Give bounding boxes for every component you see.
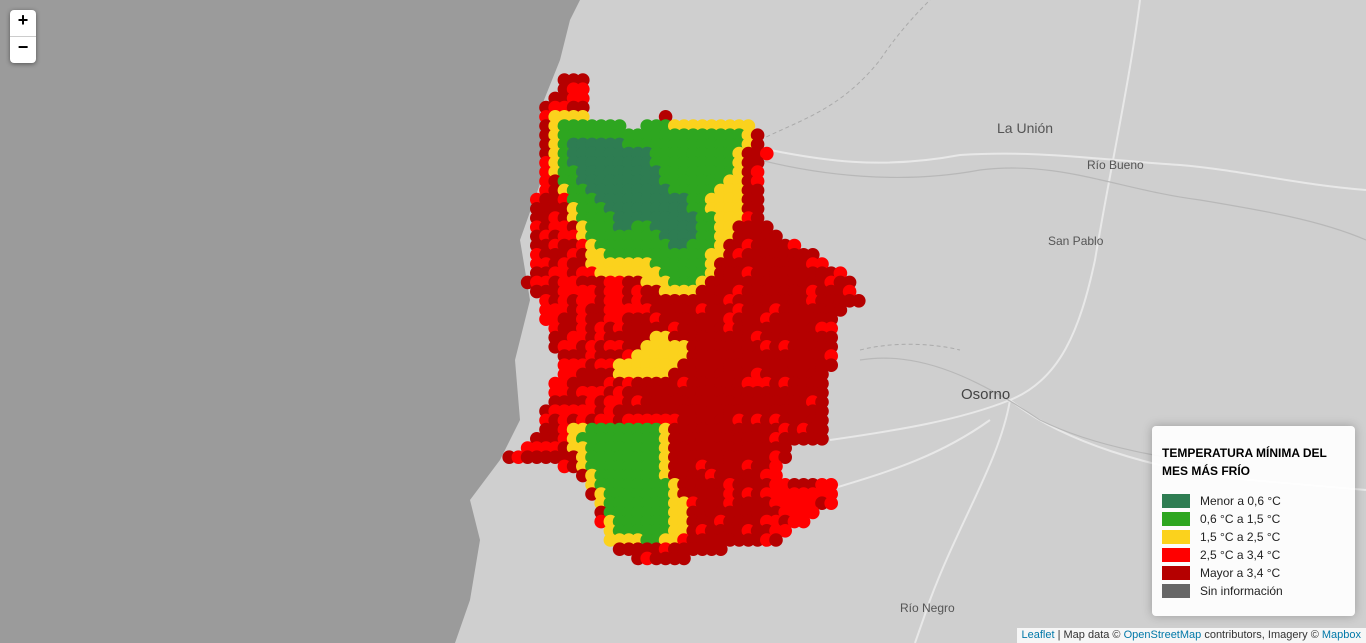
legend-swatch bbox=[1162, 512, 1190, 526]
grid-cell bbox=[824, 496, 838, 511]
grid-cell bbox=[769, 533, 783, 547]
mapbox-link[interactable]: Mapbox bbox=[1321, 629, 1361, 641]
legend-item: Sin información bbox=[1162, 582, 1345, 600]
legend-label: 0,6 °C a 1,5 °C bbox=[1200, 512, 1281, 526]
temperature-grid bbox=[502, 73, 866, 566]
legend-swatch bbox=[1162, 584, 1190, 598]
grid-cell bbox=[778, 524, 792, 538]
legend-title: TEMPERATURA MÍNIMA DEL MES MÁS FRÍO bbox=[1162, 446, 1327, 478]
leaflet-link[interactable]: Leaflet bbox=[1021, 629, 1055, 641]
legend-label: 1,5 °C a 2,5 °C bbox=[1200, 530, 1281, 544]
grid-cell bbox=[815, 432, 829, 446]
place-label-osorno: Osorno bbox=[961, 386, 1011, 403]
openstreetmap-link[interactable]: OpenStreetMap bbox=[1123, 629, 1202, 641]
grid-cell bbox=[833, 303, 848, 317]
legend-label: 2,5 °C a 3,4 °C bbox=[1200, 548, 1281, 562]
grid-cell bbox=[778, 450, 792, 465]
zoom-control: + − bbox=[10, 10, 36, 63]
legend-item: Mayor a 3,4 °C bbox=[1162, 564, 1345, 582]
grid-cell bbox=[677, 551, 691, 566]
legend-label: Mayor a 3,4 °C bbox=[1200, 566, 1281, 580]
grid-cell bbox=[852, 294, 866, 308]
attribution: Leaflet | Map data © OpenStreetMap contr… bbox=[1016, 628, 1366, 643]
grid-cell bbox=[806, 505, 820, 520]
grid-cell bbox=[714, 542, 728, 556]
zoom-in-button[interactable]: + bbox=[17, 10, 29, 30]
legend-label: Menor a 0,6 °C bbox=[1200, 494, 1281, 508]
legend-panel: TEMPERATURA MÍNIMA DEL MES MÁS FRÍO Meno… bbox=[1152, 426, 1355, 616]
grid-cell bbox=[796, 514, 811, 529]
zoom-out-button[interactable]: − bbox=[10, 36, 36, 63]
legend-swatch bbox=[1162, 566, 1190, 580]
place-label-la-union: La Unión bbox=[997, 120, 1054, 136]
place-label-rio-bueno: Río Bueno bbox=[1087, 158, 1144, 172]
boundary-lines bbox=[759, 0, 961, 351]
attribution-text: contributors, Imagery © bbox=[1201, 629, 1322, 641]
legend-swatch bbox=[1162, 548, 1190, 562]
legend-swatch bbox=[1162, 494, 1190, 508]
place-label-san-pablo: San Pablo bbox=[1048, 234, 1104, 248]
legend-item: 2,5 °C a 3,4 °C bbox=[1162, 546, 1345, 564]
attribution-text: | Map data © bbox=[1054, 629, 1124, 641]
grid-cell bbox=[760, 146, 774, 161]
legend-swatch bbox=[1162, 530, 1190, 544]
grid-cell bbox=[824, 358, 838, 373]
place-label-rio-negro: Río Negro bbox=[900, 601, 955, 615]
legend-item: 1,5 °C a 2,5 °C bbox=[1162, 528, 1345, 546]
legend-label: Sin información bbox=[1200, 584, 1283, 598]
legend-item: Menor a 0,6 °C bbox=[1162, 492, 1345, 510]
legend-item: 0,6 °C a 1,5 °C bbox=[1162, 510, 1345, 528]
